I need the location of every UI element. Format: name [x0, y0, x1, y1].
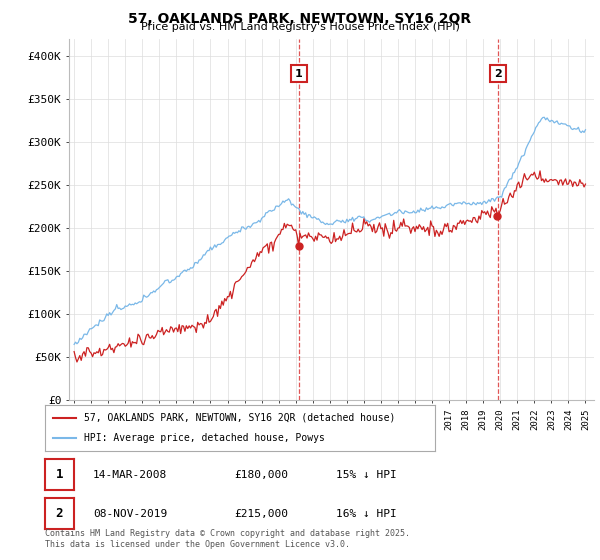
- Text: £180,000: £180,000: [234, 470, 288, 480]
- Text: 57, OAKLANDS PARK, NEWTOWN, SY16 2QR (detached house): 57, OAKLANDS PARK, NEWTOWN, SY16 2QR (de…: [84, 413, 395, 423]
- Text: 2: 2: [56, 507, 63, 520]
- Text: 08-NOV-2019: 08-NOV-2019: [93, 509, 167, 519]
- Text: 1: 1: [56, 468, 63, 481]
- Text: Contains HM Land Registry data © Crown copyright and database right 2025.
This d: Contains HM Land Registry data © Crown c…: [45, 529, 410, 549]
- Text: Price paid vs. HM Land Registry's House Price Index (HPI): Price paid vs. HM Land Registry's House …: [140, 22, 460, 32]
- Text: 1: 1: [295, 69, 303, 78]
- Text: 15% ↓ HPI: 15% ↓ HPI: [336, 470, 397, 480]
- Text: £215,000: £215,000: [234, 509, 288, 519]
- Text: 57, OAKLANDS PARK, NEWTOWN, SY16 2QR: 57, OAKLANDS PARK, NEWTOWN, SY16 2QR: [128, 12, 472, 26]
- Text: HPI: Average price, detached house, Powys: HPI: Average price, detached house, Powy…: [84, 433, 325, 443]
- Text: 2: 2: [494, 69, 502, 78]
- Text: 16% ↓ HPI: 16% ↓ HPI: [336, 509, 397, 519]
- Text: 14-MAR-2008: 14-MAR-2008: [93, 470, 167, 480]
